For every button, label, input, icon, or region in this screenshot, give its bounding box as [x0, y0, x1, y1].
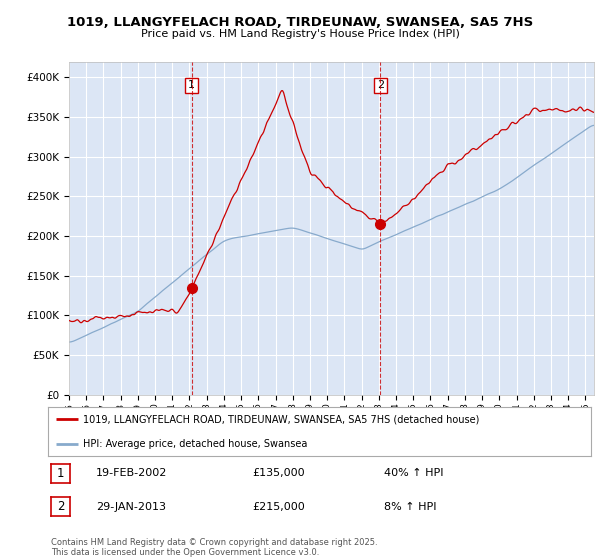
Text: Contains HM Land Registry data © Crown copyright and database right 2025.
This d: Contains HM Land Registry data © Crown c…	[51, 538, 377, 557]
Text: 8% ↑ HPI: 8% ↑ HPI	[384, 502, 437, 512]
Text: £135,000: £135,000	[252, 468, 305, 478]
Text: Price paid vs. HM Land Registry's House Price Index (HPI): Price paid vs. HM Land Registry's House …	[140, 29, 460, 39]
Text: 1019, LLANGYFELACH ROAD, TIRDEUNAW, SWANSEA, SA5 7HS: 1019, LLANGYFELACH ROAD, TIRDEUNAW, SWAN…	[67, 16, 533, 29]
Text: 2: 2	[377, 81, 384, 90]
Text: 1019, LLANGYFELACH ROAD, TIRDEUNAW, SWANSEA, SA5 7HS (detached house): 1019, LLANGYFELACH ROAD, TIRDEUNAW, SWAN…	[83, 414, 479, 424]
Text: 29-JAN-2013: 29-JAN-2013	[96, 502, 166, 512]
Text: 40% ↑ HPI: 40% ↑ HPI	[384, 468, 443, 478]
Text: 19-FEB-2002: 19-FEB-2002	[96, 468, 167, 478]
Text: HPI: Average price, detached house, Swansea: HPI: Average price, detached house, Swan…	[83, 439, 308, 449]
Text: £215,000: £215,000	[252, 502, 305, 512]
Text: 1: 1	[57, 466, 64, 480]
Text: 1: 1	[188, 81, 195, 90]
Text: 2: 2	[57, 500, 64, 514]
